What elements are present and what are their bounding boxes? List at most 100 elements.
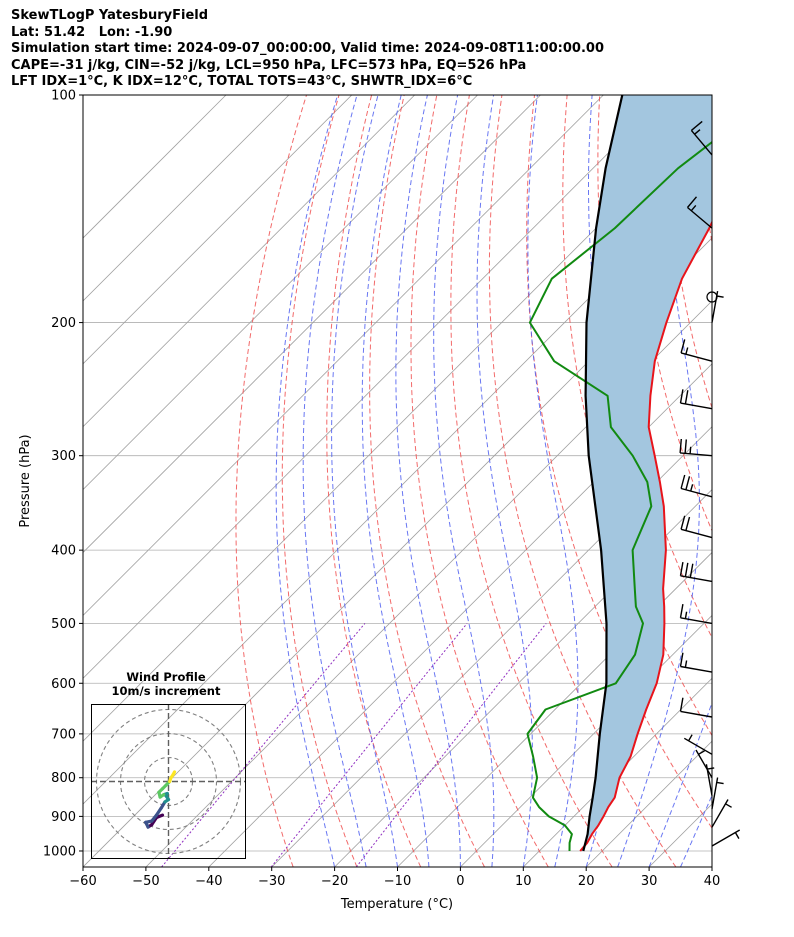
hodograph-chart [91, 704, 246, 859]
barb-feather [686, 196, 698, 208]
y-tick-label: 100 [51, 89, 76, 104]
isotherm-line [83, 95, 667, 679]
wind-barb [679, 389, 713, 410]
isotherm-line [397, 551, 712, 867]
dry-adiabat-line [326, 95, 422, 867]
indices-line: LFT IDX=1°C, K IDX=12°C, TOTAL TOTS=43°C… [11, 74, 473, 89]
barb-feather [725, 803, 732, 808]
wind-barb [679, 561, 713, 583]
barb-feather [685, 516, 691, 531]
wind-barb [683, 734, 713, 755]
cape-fill-area [580, 95, 712, 851]
isotherm-line [523, 677, 712, 867]
isotherm-line [711, 866, 712, 867]
y-tick-label: 900 [51, 810, 76, 825]
moist-adiabat-line [711, 865, 712, 867]
wind-barb [680, 339, 713, 362]
profile-lines [526, 95, 712, 852]
barb-feather [679, 438, 682, 453]
y-tick-label: 1000 [43, 844, 76, 859]
wind-barb [706, 291, 718, 303]
x-tick-label: 30 [641, 874, 658, 889]
barb-feather [685, 347, 689, 355]
isotherm-line [83, 95, 541, 554]
dry-adiabat-line [281, 95, 358, 867]
isotherm-line [83, 95, 478, 491]
dry-adiabat-line [235, 95, 307, 867]
wind-barb [679, 603, 713, 625]
x-tick-label: −10 [384, 874, 411, 889]
wind-barb [690, 120, 713, 156]
wind-barb [711, 777, 724, 810]
barb-staff [711, 829, 741, 847]
x-tick-label: −40 [195, 874, 222, 889]
hodograph-frame [91, 704, 246, 859]
x-tick-label: −50 [132, 874, 159, 889]
barb-feather [684, 390, 689, 405]
y-axis-ticks: 100 200 300 400 500 600 700 800 900 1000 [43, 89, 83, 859]
hodograph-title: Wind Profile 10m/s increment [91, 670, 241, 698]
moist-adiabat-line [331, 95, 398, 867]
barb-feather [690, 484, 694, 492]
barb-feather [684, 611, 688, 619]
y-tick-label: 200 [51, 316, 76, 331]
y-tick-label: 600 [51, 677, 76, 692]
hodograph-inset: Wind Profile 10m/s increment [91, 670, 246, 860]
hodograph-segment [171, 770, 177, 776]
barb-feather [690, 120, 703, 131]
x-tick-label: 20 [578, 874, 595, 889]
isotherm-line [83, 95, 604, 616]
barb-feather [679, 697, 684, 712]
x-axis-ticks: −60 −50 −40 −30 −20 −10 0 10 20 30 40 [69, 867, 720, 889]
y-tick-label: 400 [51, 544, 76, 559]
barb-feather [734, 832, 740, 839]
x-tick-label: 10 [515, 874, 532, 889]
moist-adiabat-line [433, 95, 495, 867]
location-line: Lat: 51.42 Lon: -1.90 [11, 24, 173, 40]
isotherm-line [83, 237, 712, 867]
chart-header: SkewTLogP YatesburyField Lat: 51.42 Lon:… [11, 8, 604, 91]
wind-barb [686, 196, 713, 229]
moist-adiabat-line [648, 701, 712, 867]
barb-staff [690, 129, 713, 156]
wind-barb [711, 290, 724, 323]
wind-barb [679, 697, 713, 718]
mixing-ratio-line [161, 623, 366, 867]
barb-feather [716, 295, 724, 298]
x-tick-label: 40 [704, 874, 721, 889]
moist-adiabat-line [527, 95, 579, 867]
x-axis-label: Temperature (°C) [340, 897, 453, 912]
dry-adiabat-line [763, 95, 794, 867]
barb-feather [716, 781, 724, 785]
barb-feather [679, 652, 684, 667]
dewpoint-line [526, 140, 712, 852]
wind-barb [679, 438, 713, 457]
x-tick-label: −60 [69, 874, 96, 889]
barb-feather [684, 439, 687, 454]
wind-barb [680, 515, 713, 539]
dry-adiabat-line [526, 95, 712, 829]
y-tick-label: 700 [51, 727, 76, 742]
wind-barb [680, 474, 713, 498]
x-tick-label: 0 [456, 874, 464, 889]
moist-adiabat-line [617, 95, 700, 867]
barb-feather [690, 204, 697, 212]
barb-staff [680, 710, 713, 718]
temperature-line [579, 220, 712, 852]
isotherm-line [83, 95, 415, 428]
barb-feather [679, 561, 684, 576]
barb-feather [680, 474, 686, 489]
barb-staff [695, 749, 713, 779]
isotherm-line [145, 300, 712, 867]
barb-feather [684, 660, 688, 668]
barb-feather [680, 339, 686, 354]
barb-staff [680, 452, 713, 457]
barb-feather [689, 446, 692, 454]
barb-feather [684, 562, 689, 577]
wind-barbs [679, 120, 741, 847]
isotherm-line [83, 95, 353, 365]
barb-feather [707, 767, 715, 770]
y-tick-label: 300 [51, 449, 76, 464]
time-line: Simulation start time: 2024-09-07_00:00:… [11, 41, 604, 56]
